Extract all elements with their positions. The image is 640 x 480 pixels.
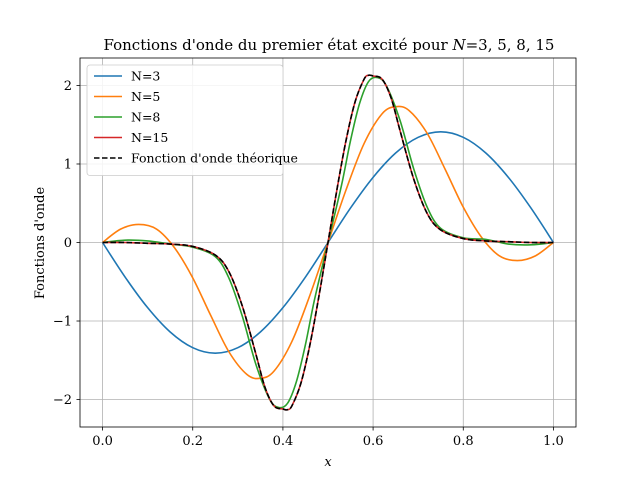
y-tick-label: −2 xyxy=(53,393,72,408)
y-axis-label: Fonctions d'onde xyxy=(33,187,48,300)
chart-title-var: N xyxy=(451,36,466,54)
legend-label-3: N=15 xyxy=(131,130,168,145)
x-tick-label: 1.0 xyxy=(543,434,564,449)
y-tick-label: 2 xyxy=(64,79,72,94)
chart-title-prefix: Fonctions d'onde du premier état excité … xyxy=(104,36,453,54)
legend: N=3 N=5 N=8 N=15 Fonction d'onde théorique xyxy=(86,64,298,176)
series-layer xyxy=(101,74,555,411)
x-tick-label: 0.4 xyxy=(273,434,294,449)
y-tick-label: 1 xyxy=(64,157,72,172)
chart-title: Fonctions d'onde du premier état excité … xyxy=(104,36,555,54)
x-axis-label: x xyxy=(324,455,332,470)
legend-label-2: N=8 xyxy=(131,110,160,125)
legend-box xyxy=(86,64,284,176)
legend-label-1: N=5 xyxy=(131,89,160,104)
x-tick-label: 0.2 xyxy=(182,434,203,449)
tick-marks: 0.0 0.2 0.4 0.6 0.8 1.0 −2 −1 0 1 2 xyxy=(53,79,564,449)
legend-label-4: Fonction d'onde théorique xyxy=(131,151,298,166)
y-tick-label: 0 xyxy=(64,236,72,251)
y-tick-label: −1 xyxy=(53,315,72,330)
legend-label-0: N=3 xyxy=(131,69,160,84)
x-tick-label: 0.0 xyxy=(92,434,113,449)
x-tick-label: 0.6 xyxy=(363,434,384,449)
chart-title-suffix: =3, 5, 8, 15 xyxy=(466,36,555,54)
series-line-4 xyxy=(102,74,554,411)
x-tick-label: 0.8 xyxy=(453,434,474,449)
